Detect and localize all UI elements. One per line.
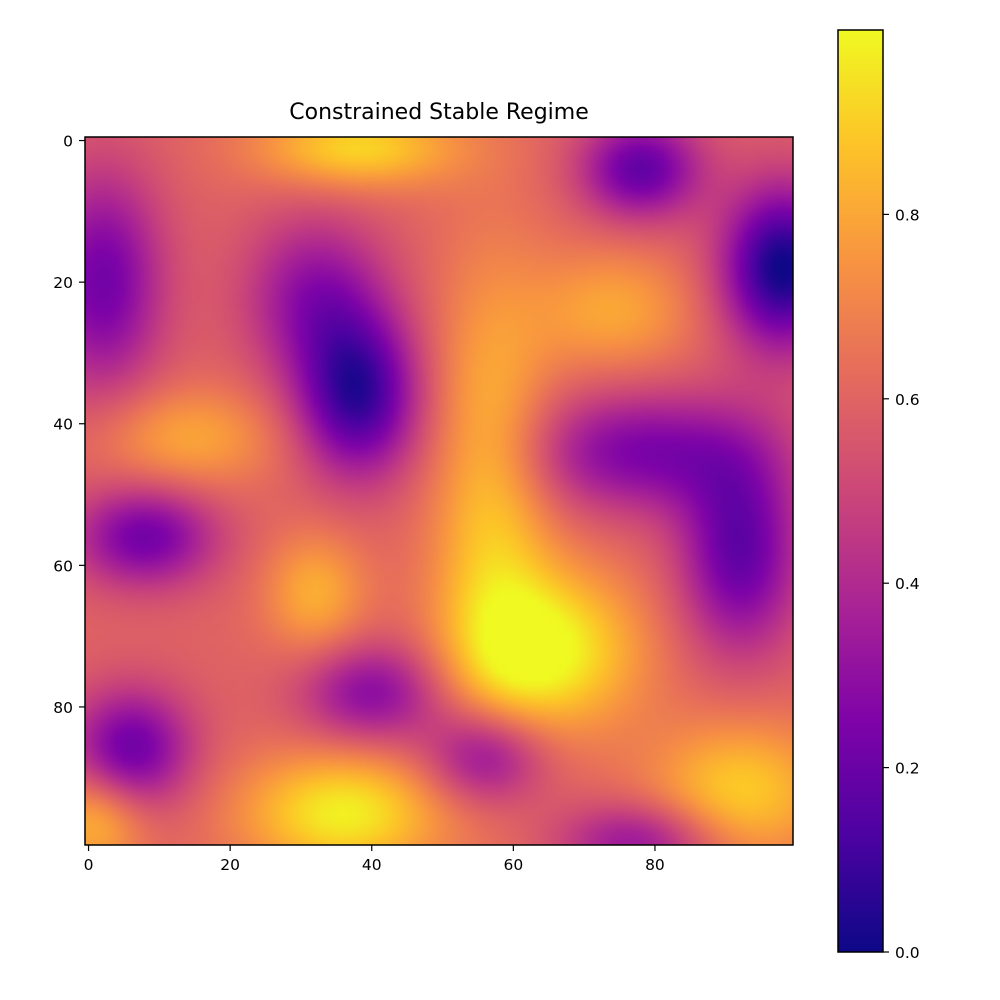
x-axis: 0 20 40 60 80 bbox=[84, 845, 665, 874]
colorbar-tick-label: 0.6 bbox=[895, 391, 920, 409]
colorbar bbox=[837, 29, 884, 953]
x-tick-label: 20 bbox=[220, 856, 240, 874]
colorbar-axis: 0.0 0.2 0.4 0.6 0.8 bbox=[883, 206, 920, 962]
y-tick-label: 40 bbox=[53, 416, 73, 434]
chart-title: Constrained Stable Regime bbox=[289, 100, 588, 125]
y-tick-label: 80 bbox=[53, 699, 73, 717]
heatmap-image bbox=[85, 137, 793, 845]
x-tick-label: 80 bbox=[645, 856, 665, 874]
x-tick-label: 0 bbox=[84, 856, 94, 874]
colorbar-tick-label: 0.8 bbox=[895, 206, 920, 224]
y-tick-label: 20 bbox=[53, 274, 73, 292]
x-tick-label: 60 bbox=[503, 856, 523, 874]
colorbar-tick-label: 0.2 bbox=[895, 760, 920, 778]
y-tick-label: 60 bbox=[53, 557, 73, 575]
y-axis: 0 20 40 60 80 bbox=[53, 133, 85, 717]
plot-frame bbox=[84, 136, 794, 846]
colorbar-tick-label: 0.4 bbox=[895, 575, 920, 593]
y-tick-label: 0 bbox=[63, 133, 73, 151]
x-tick-label: 40 bbox=[362, 856, 382, 874]
colorbar-tick-label: 0.0 bbox=[895, 944, 920, 962]
